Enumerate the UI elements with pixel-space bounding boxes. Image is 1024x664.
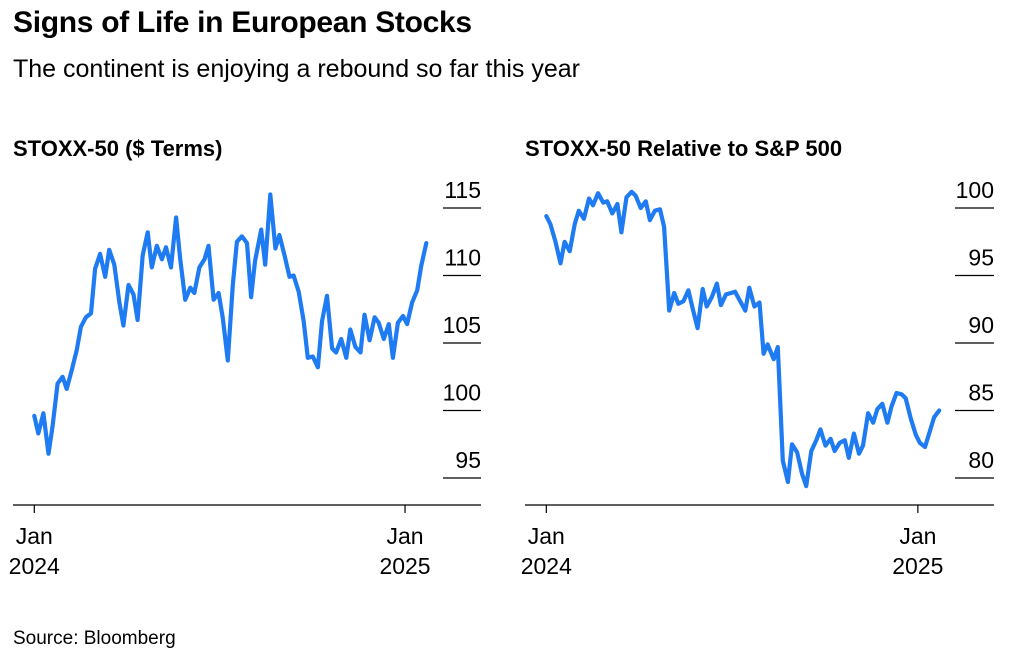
chart-stoxx-relative: STOXX-50 Relative to S&P 500 80 85 90 95 100 J…	[521, 136, 994, 579]
y-tick-label: 95	[968, 245, 994, 271]
series-line	[32, 192, 429, 456]
x-tick-label-month: Jan	[899, 523, 936, 549]
x-tick-label-year: 2025	[379, 553, 430, 579]
y-tick-label: 80	[968, 447, 994, 473]
y-tick-label: 110	[444, 245, 481, 271]
y-tick-label: 115	[444, 177, 481, 203]
source-note: Source: Bloomberg	[13, 628, 176, 649]
panel-title: STOXX-50 ($ Terms)	[13, 136, 222, 161]
chart-stoxx-usd: STOXX-50 ($ Terms) 95 100 105 110 115 Jan 2024 J…	[9, 136, 481, 579]
y-tick-label: 105	[443, 312, 481, 338]
y-tick-label: 95	[455, 447, 481, 473]
y-tick-label: 90	[968, 312, 994, 338]
x-tick-label-year: 2024	[9, 553, 60, 579]
y-tick-label: 85	[968, 380, 994, 406]
x-tick-label-month: Jan	[16, 523, 53, 549]
page-title: Signs of Life in European Stocks	[13, 6, 472, 39]
x-tick-label-year: 2025	[892, 553, 943, 579]
page-subtitle: The continent is enjoying a rebound so f…	[13, 55, 581, 83]
y-tick-label: 100	[956, 177, 994, 203]
panel-title: STOXX-50 Relative to S&P 500	[525, 136, 842, 161]
x-tick-label-month: Jan	[386, 523, 423, 549]
y-tick-label: 100	[443, 380, 481, 406]
x-tick-label-year: 2024	[521, 553, 572, 579]
x-tick-label-month: Jan	[528, 523, 565, 549]
series-line	[544, 189, 942, 489]
